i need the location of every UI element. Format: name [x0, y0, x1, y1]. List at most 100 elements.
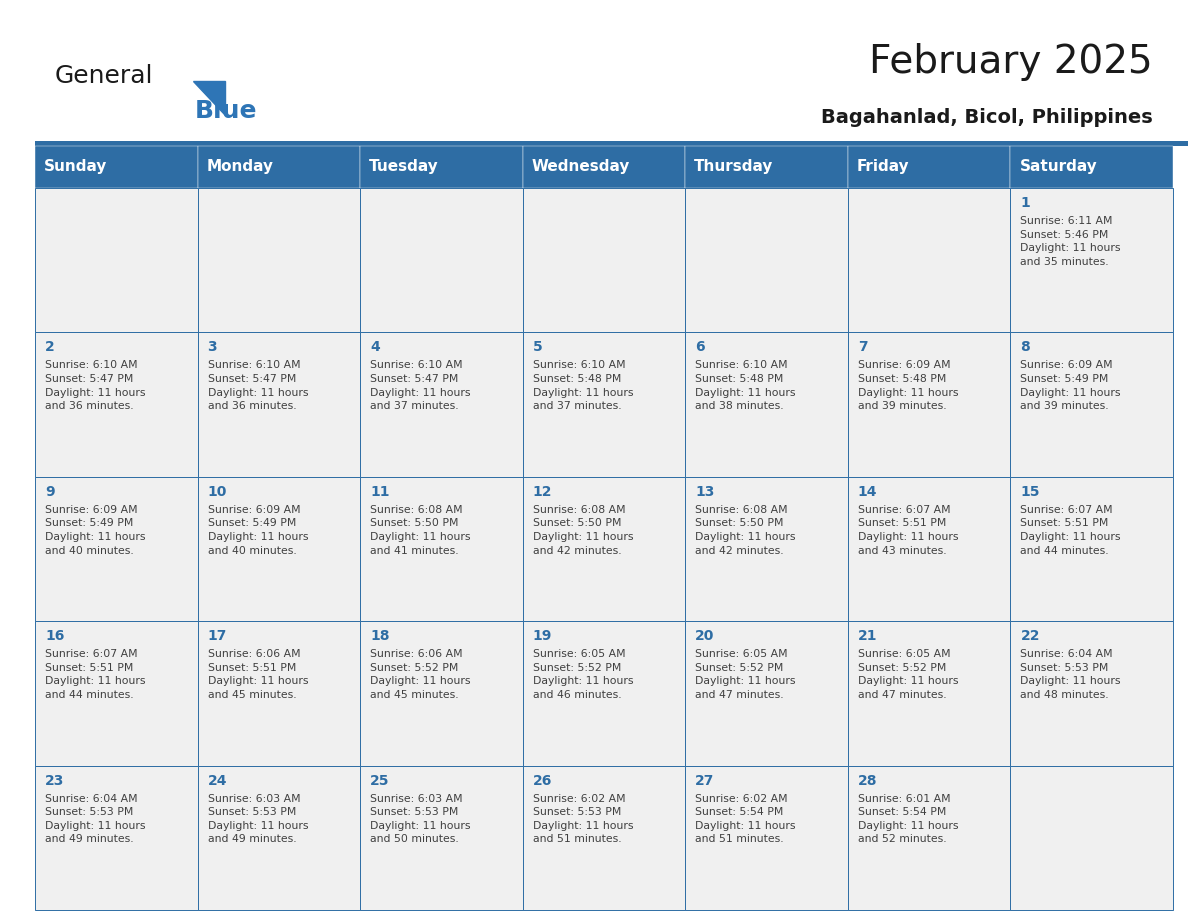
Bar [523, 476, 685, 621]
Bar [34, 766, 197, 910]
Text: 11: 11 [371, 485, 390, 498]
Bar [685, 621, 848, 766]
Text: Sunrise: 6:07 AM
Sunset: 5:51 PM
Daylight: 11 hours
and 44 minutes.: Sunrise: 6:07 AM Sunset: 5:51 PM Dayligh… [1020, 505, 1121, 555]
Bar [197, 146, 360, 188]
Text: Sunrise: 6:02 AM
Sunset: 5:53 PM
Daylight: 11 hours
and 51 minutes.: Sunrise: 6:02 AM Sunset: 5:53 PM Dayligh… [532, 793, 633, 845]
Bar [360, 621, 523, 766]
Text: Sunrise: 6:03 AM
Sunset: 5:53 PM
Daylight: 11 hours
and 50 minutes.: Sunrise: 6:03 AM Sunset: 5:53 PM Dayligh… [371, 793, 470, 845]
Text: 20: 20 [695, 629, 715, 644]
Text: 19: 19 [532, 629, 552, 644]
Text: Sunrise: 6:10 AM
Sunset: 5:47 PM
Daylight: 11 hours
and 36 minutes.: Sunrise: 6:10 AM Sunset: 5:47 PM Dayligh… [208, 361, 308, 411]
Bar [523, 332, 685, 476]
Text: Sunrise: 6:05 AM
Sunset: 5:52 PM
Daylight: 11 hours
and 47 minutes.: Sunrise: 6:05 AM Sunset: 5:52 PM Dayligh… [695, 649, 796, 700]
Text: Sunrise: 6:07 AM
Sunset: 5:51 PM
Daylight: 11 hours
and 43 minutes.: Sunrise: 6:07 AM Sunset: 5:51 PM Dayligh… [858, 505, 959, 555]
Text: Friday: Friday [857, 160, 910, 174]
Text: 6: 6 [695, 341, 704, 354]
Bar [197, 332, 360, 476]
Bar [848, 766, 1011, 910]
Bar [360, 188, 523, 332]
Text: 15: 15 [1020, 485, 1040, 498]
Bar [685, 188, 848, 332]
Text: 1: 1 [1020, 196, 1030, 210]
Text: Sunrise: 6:10 AM
Sunset: 5:47 PM
Daylight: 11 hours
and 36 minutes.: Sunrise: 6:10 AM Sunset: 5:47 PM Dayligh… [45, 361, 145, 411]
Text: Sunrise: 6:10 AM
Sunset: 5:47 PM
Daylight: 11 hours
and 37 minutes.: Sunrise: 6:10 AM Sunset: 5:47 PM Dayligh… [371, 361, 470, 411]
Text: Sunrise: 6:08 AM
Sunset: 5:50 PM
Daylight: 11 hours
and 42 minutes.: Sunrise: 6:08 AM Sunset: 5:50 PM Dayligh… [532, 505, 633, 555]
Text: Sunrise: 6:04 AM
Sunset: 5:53 PM
Daylight: 11 hours
and 49 minutes.: Sunrise: 6:04 AM Sunset: 5:53 PM Dayligh… [45, 793, 145, 845]
Text: 24: 24 [208, 774, 227, 788]
Text: 27: 27 [695, 774, 715, 788]
Bar [523, 188, 685, 332]
Bar [685, 766, 848, 910]
Text: Sunrise: 6:08 AM
Sunset: 5:50 PM
Daylight: 11 hours
and 42 minutes.: Sunrise: 6:08 AM Sunset: 5:50 PM Dayligh… [695, 505, 796, 555]
Text: 21: 21 [858, 629, 878, 644]
Text: 12: 12 [532, 485, 552, 498]
Text: 28: 28 [858, 774, 878, 788]
Text: Blue: Blue [195, 99, 258, 123]
Bar [197, 621, 360, 766]
Text: February 2025: February 2025 [870, 43, 1154, 81]
Text: Sunrise: 6:07 AM
Sunset: 5:51 PM
Daylight: 11 hours
and 44 minutes.: Sunrise: 6:07 AM Sunset: 5:51 PM Dayligh… [45, 649, 145, 700]
Text: Bagahanlad, Bicol, Philippines: Bagahanlad, Bicol, Philippines [821, 108, 1154, 127]
Text: Sunrise: 6:04 AM
Sunset: 5:53 PM
Daylight: 11 hours
and 48 minutes.: Sunrise: 6:04 AM Sunset: 5:53 PM Dayligh… [1020, 649, 1121, 700]
Text: 22: 22 [1020, 629, 1040, 644]
Bar [360, 332, 523, 476]
Bar [685, 476, 848, 621]
Bar [1011, 766, 1173, 910]
Bar [34, 332, 197, 476]
Bar [685, 332, 848, 476]
Text: Sunrise: 6:09 AM
Sunset: 5:48 PM
Daylight: 11 hours
and 39 minutes.: Sunrise: 6:09 AM Sunset: 5:48 PM Dayligh… [858, 361, 959, 411]
Text: Sunrise: 6:05 AM
Sunset: 5:52 PM
Daylight: 11 hours
and 46 minutes.: Sunrise: 6:05 AM Sunset: 5:52 PM Dayligh… [532, 649, 633, 700]
Text: Sunrise: 6:10 AM
Sunset: 5:48 PM
Daylight: 11 hours
and 38 minutes.: Sunrise: 6:10 AM Sunset: 5:48 PM Dayligh… [695, 361, 796, 411]
Bar [197, 476, 360, 621]
Text: Sunrise: 6:01 AM
Sunset: 5:54 PM
Daylight: 11 hours
and 52 minutes.: Sunrise: 6:01 AM Sunset: 5:54 PM Dayligh… [858, 793, 959, 845]
Text: 14: 14 [858, 485, 878, 498]
Text: 3: 3 [208, 341, 217, 354]
Bar [1011, 146, 1173, 188]
Text: Tuesday: Tuesday [369, 160, 438, 174]
Bar [360, 476, 523, 621]
Text: 5: 5 [532, 341, 543, 354]
Bar [34, 140, 1188, 146]
Text: 26: 26 [532, 774, 552, 788]
Text: 2: 2 [45, 341, 55, 354]
Bar [848, 146, 1011, 188]
Text: Saturday: Saturday [1019, 160, 1098, 174]
Text: Sunrise: 6:09 AM
Sunset: 5:49 PM
Daylight: 11 hours
and 39 minutes.: Sunrise: 6:09 AM Sunset: 5:49 PM Dayligh… [1020, 361, 1121, 411]
Text: 7: 7 [858, 341, 867, 354]
Text: Wednesday: Wednesday [532, 160, 630, 174]
Text: General: General [55, 64, 153, 88]
Bar [360, 146, 523, 188]
Bar [848, 621, 1011, 766]
Text: Sunrise: 6:05 AM
Sunset: 5:52 PM
Daylight: 11 hours
and 47 minutes.: Sunrise: 6:05 AM Sunset: 5:52 PM Dayligh… [858, 649, 959, 700]
Bar [197, 766, 360, 910]
Bar [197, 188, 360, 332]
Bar [360, 766, 523, 910]
Text: Sunrise: 6:10 AM
Sunset: 5:48 PM
Daylight: 11 hours
and 37 minutes.: Sunrise: 6:10 AM Sunset: 5:48 PM Dayligh… [532, 361, 633, 411]
Text: Sunrise: 6:08 AM
Sunset: 5:50 PM
Daylight: 11 hours
and 41 minutes.: Sunrise: 6:08 AM Sunset: 5:50 PM Dayligh… [371, 505, 470, 555]
Bar [1011, 332, 1173, 476]
Bar [1011, 188, 1173, 332]
Text: 16: 16 [45, 629, 64, 644]
Text: 8: 8 [1020, 341, 1030, 354]
Polygon shape [192, 81, 225, 115]
Bar [848, 332, 1011, 476]
Bar [685, 146, 848, 188]
Text: 4: 4 [371, 341, 380, 354]
Text: 17: 17 [208, 629, 227, 644]
Text: 18: 18 [371, 629, 390, 644]
Text: 10: 10 [208, 485, 227, 498]
Text: Sunday: Sunday [44, 160, 107, 174]
Bar [523, 766, 685, 910]
Text: Thursday: Thursday [694, 160, 773, 174]
Bar [34, 621, 197, 766]
Bar [34, 188, 197, 332]
Text: Monday: Monday [207, 160, 273, 174]
Text: 9: 9 [45, 485, 55, 498]
Bar [34, 476, 197, 621]
Text: Sunrise: 6:09 AM
Sunset: 5:49 PM
Daylight: 11 hours
and 40 minutes.: Sunrise: 6:09 AM Sunset: 5:49 PM Dayligh… [45, 505, 145, 555]
Bar [1011, 476, 1173, 621]
Text: Sunrise: 6:06 AM
Sunset: 5:52 PM
Daylight: 11 hours
and 45 minutes.: Sunrise: 6:06 AM Sunset: 5:52 PM Dayligh… [371, 649, 470, 700]
Bar [34, 146, 197, 188]
Text: 25: 25 [371, 774, 390, 788]
Bar [523, 621, 685, 766]
